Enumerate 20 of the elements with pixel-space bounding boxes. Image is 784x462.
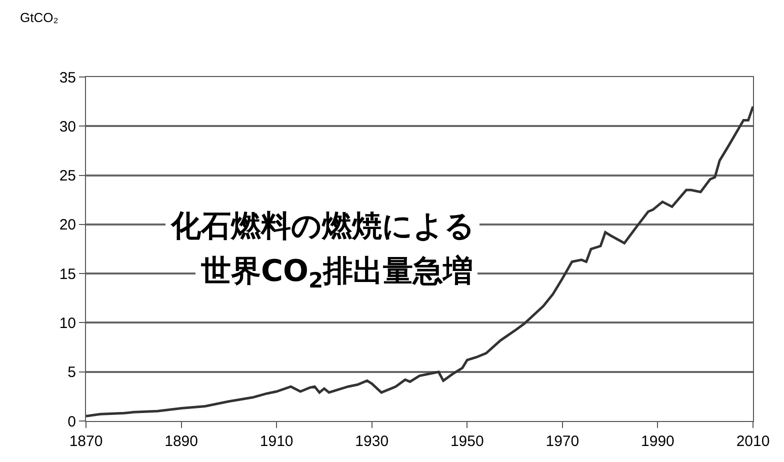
- line-series: [86, 105, 753, 418]
- x-tick-label: 1990: [641, 433, 674, 450]
- annotation: 世界CO$_{2}$排出量急増: [200, 254, 474, 292]
- y-tick-label: 30: [59, 118, 76, 136]
- x-tick-label: 1930: [355, 433, 389, 450]
- x-tick-label: 2010: [736, 433, 770, 450]
- y-tick-label: 0: [68, 413, 76, 430]
- y-tick-label: 25: [59, 168, 76, 185]
- y-tick-label: 5: [68, 364, 76, 382]
- x-tick-label: 1910: [260, 433, 294, 450]
- x-tick-label: 1870: [69, 433, 103, 450]
- annotation: 化石燃料の燃焼による: [170, 209, 475, 244]
- x-tick-label: 1970: [546, 433, 580, 450]
- y-tick-label: 35: [59, 69, 76, 86]
- y-axis-title: GtCO₂: [20, 10, 58, 25]
- y-tick-label: 20: [59, 216, 76, 234]
- x-tick-label: 1950: [450, 433, 484, 450]
- y-tick-label: 15: [59, 266, 76, 283]
- x-tick-label: 1890: [164, 433, 198, 450]
- y-tick-label: 10: [59, 314, 76, 332]
